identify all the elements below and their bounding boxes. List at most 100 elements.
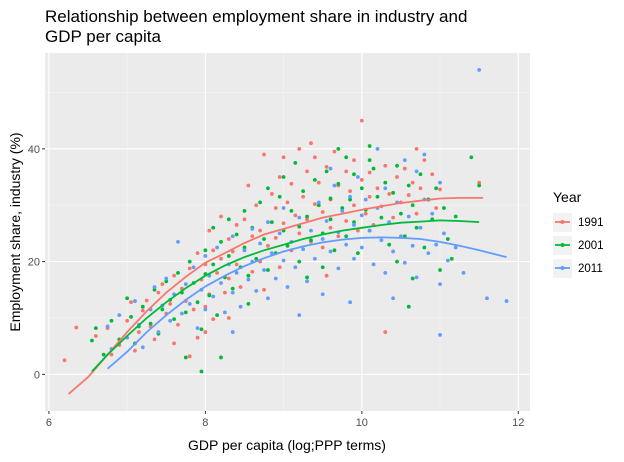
point-1991 bbox=[133, 348, 137, 353]
point-1991 bbox=[176, 322, 180, 327]
point-1991 bbox=[226, 316, 231, 320]
point-2001 bbox=[344, 155, 349, 160]
point-2011 bbox=[320, 292, 325, 297]
point-2001 bbox=[152, 287, 157, 292]
point-2001 bbox=[328, 217, 333, 222]
point-2001 bbox=[320, 265, 325, 270]
point-2001 bbox=[254, 256, 259, 261]
point-2011 bbox=[391, 249, 396, 254]
point-1991 bbox=[363, 211, 368, 216]
point-2001 bbox=[230, 286, 235, 291]
point-1991 bbox=[430, 172, 435, 177]
y-axis-ticks: 0 20 40 bbox=[28, 144, 45, 381]
point-2001 bbox=[305, 214, 309, 219]
point-2011 bbox=[363, 197, 368, 202]
x-tick-label: 8 bbox=[202, 417, 208, 429]
point-2011 bbox=[215, 245, 219, 250]
point-2011 bbox=[348, 300, 352, 305]
point-2001 bbox=[90, 338, 94, 343]
point-1991 bbox=[406, 193, 411, 197]
point-2011 bbox=[183, 282, 188, 287]
point-2001 bbox=[281, 175, 286, 179]
point-1991 bbox=[262, 152, 266, 157]
point-1991 bbox=[160, 282, 165, 287]
legend-title: Year bbox=[553, 189, 582, 205]
point-2011 bbox=[152, 285, 157, 289]
point-1991 bbox=[140, 308, 145, 313]
point-1991 bbox=[438, 187, 442, 192]
point-2001 bbox=[434, 186, 439, 191]
point-2011 bbox=[461, 270, 466, 275]
point-2001 bbox=[375, 194, 380, 199]
point-2001 bbox=[93, 326, 98, 331]
point-2011 bbox=[477, 68, 482, 72]
point-1991 bbox=[109, 352, 114, 357]
point-1991 bbox=[309, 141, 313, 146]
point-2011 bbox=[156, 330, 161, 334]
point-2011 bbox=[297, 215, 302, 220]
point-2001 bbox=[176, 270, 180, 275]
legend-key-point bbox=[560, 243, 565, 247]
point-2011 bbox=[309, 228, 313, 233]
point-2011 bbox=[406, 214, 411, 219]
point-2001 bbox=[399, 211, 403, 216]
point-2001 bbox=[383, 180, 388, 185]
point-2011 bbox=[211, 294, 216, 299]
point-1991 bbox=[383, 163, 388, 168]
x-tick-label: 6 bbox=[46, 417, 52, 429]
point-2001 bbox=[391, 190, 396, 195]
point-2001 bbox=[328, 196, 333, 201]
point-1991 bbox=[187, 266, 192, 271]
point-2001 bbox=[183, 310, 188, 315]
point-1991 bbox=[410, 180, 415, 185]
point-2011 bbox=[332, 183, 337, 188]
point-1991 bbox=[273, 206, 278, 210]
point-1991 bbox=[277, 265, 282, 270]
point-2011 bbox=[430, 211, 435, 216]
point-2001 bbox=[266, 186, 270, 191]
point-2011 bbox=[414, 169, 419, 174]
point-2001 bbox=[301, 189, 306, 194]
point-2011 bbox=[328, 249, 333, 254]
point-2001 bbox=[410, 276, 415, 281]
y-axis-title: Employment share, industry (%) bbox=[7, 132, 23, 331]
point-2001 bbox=[140, 304, 145, 309]
point-1991 bbox=[352, 158, 356, 163]
point-2011 bbox=[281, 206, 286, 210]
point-2001 bbox=[371, 166, 376, 171]
point-2001 bbox=[172, 317, 176, 322]
point-2011 bbox=[383, 186, 388, 191]
point-1991 bbox=[262, 287, 266, 292]
point-2011 bbox=[105, 324, 110, 329]
point-1991 bbox=[359, 118, 364, 123]
y-tick-label: 0 bbox=[34, 369, 40, 381]
point-1991 bbox=[172, 341, 176, 346]
point-1991 bbox=[312, 155, 317, 160]
point-2011 bbox=[352, 256, 356, 261]
point-1991 bbox=[402, 166, 407, 171]
legend: Year 1991 2001 2011 bbox=[553, 189, 604, 278]
point-2011 bbox=[230, 330, 235, 334]
point-1991 bbox=[187, 354, 192, 359]
trend-line-2001 bbox=[91, 219, 480, 373]
point-2011 bbox=[262, 268, 266, 272]
point-2011 bbox=[297, 313, 302, 318]
point-1991 bbox=[168, 301, 173, 306]
point-2001 bbox=[336, 146, 341, 151]
point-2001 bbox=[438, 268, 442, 272]
point-2001 bbox=[379, 215, 384, 220]
point-1991 bbox=[191, 307, 196, 312]
point-2001 bbox=[246, 301, 251, 306]
point-1991 bbox=[422, 158, 427, 163]
point-1991 bbox=[383, 330, 388, 334]
legend-label-1991: 1991 bbox=[578, 217, 604, 229]
point-1991 bbox=[207, 228, 212, 233]
point-2001 bbox=[199, 369, 204, 374]
legend-label-2001: 2001 bbox=[578, 240, 604, 252]
point-2001 bbox=[164, 279, 169, 284]
point-2001 bbox=[356, 251, 360, 256]
point-1991 bbox=[226, 237, 231, 241]
point-2001 bbox=[442, 206, 446, 210]
point-1991 bbox=[324, 273, 329, 278]
point-2011 bbox=[203, 254, 208, 258]
